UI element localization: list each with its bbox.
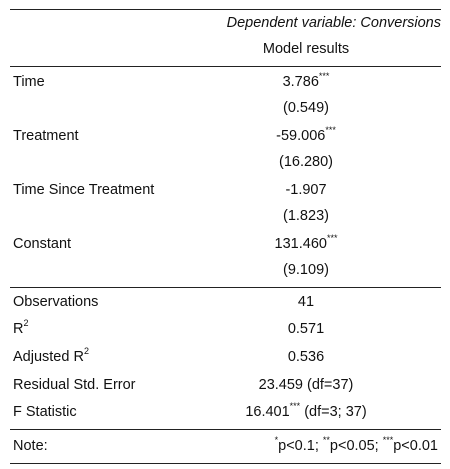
coefficient-name: Time: [13, 74, 45, 90]
coefficient-name: Time Since Treatment: [13, 182, 155, 198]
coefficient-name: Treatment: [13, 128, 79, 144]
note-text: *p<0.1; **p<0.05; ***p<0.01: [274, 435, 438, 454]
stat-value: 0.536: [287, 349, 325, 365]
stat-value: 16.401*** (df=3; 37): [245, 401, 367, 420]
coefficients-bottom-rule: [10, 287, 441, 288]
stat-label: R2: [13, 318, 29, 337]
table-bottom-rule: [10, 463, 441, 464]
coefficient-std-error: (9.109): [283, 262, 329, 278]
coefficient-estimate: 3.786***: [282, 71, 330, 90]
table-top-rule: [10, 9, 441, 10]
coefficient-estimate: 131.460***: [274, 233, 338, 252]
stat-label: Observations: [13, 294, 99, 310]
coefficient-estimate: -1.907: [285, 182, 327, 198]
stat-value: 23.459 (df=37): [258, 377, 354, 393]
stat-label: Residual Std. Error: [13, 377, 136, 393]
coefficient-name: Constant: [13, 236, 72, 252]
stat-value: 0.571: [287, 321, 325, 337]
coefficient-estimate: -59.006***: [276, 125, 336, 144]
header-bottom-rule: [10, 66, 441, 67]
coefficient-std-error: (0.549): [283, 100, 329, 116]
stats-bottom-rule: [10, 429, 441, 430]
stat-label: Adjusted R2: [13, 346, 89, 365]
stat-label: F Statistic: [13, 404, 77, 420]
dependent-variable-label: Dependent variable: Conversions: [226, 15, 441, 31]
coefficient-std-error: (1.823): [283, 208, 329, 224]
note-label: Note:: [13, 438, 48, 454]
coefficient-std-error: (16.280): [278, 154, 333, 170]
model-label: Model results: [262, 41, 350, 57]
stat-value: 41: [297, 294, 315, 310]
